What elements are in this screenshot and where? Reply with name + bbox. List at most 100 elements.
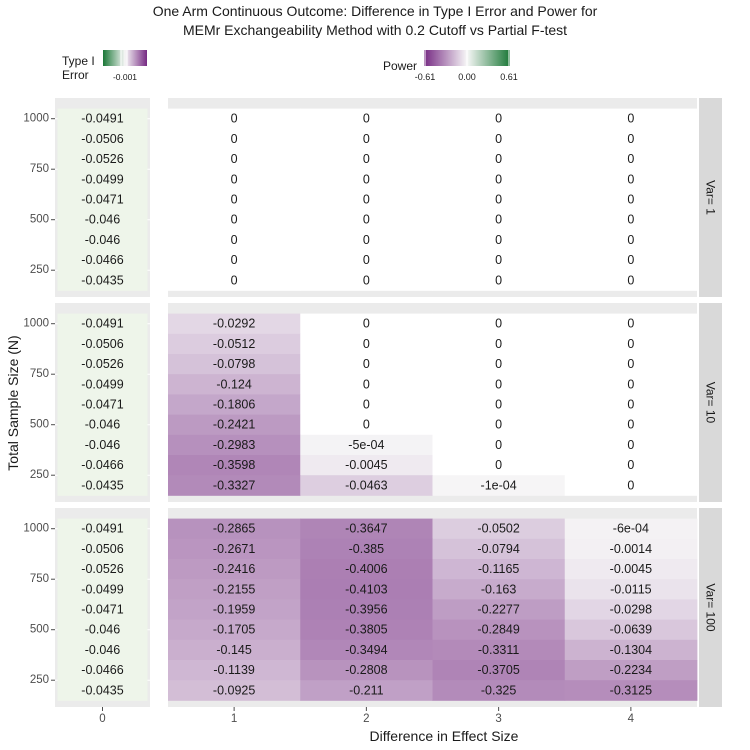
power-label: 0: [231, 132, 238, 146]
power-label: -6e-04: [613, 522, 649, 536]
power-label: -0.3311: [478, 643, 520, 657]
facet-strip-label-3: Var= 100: [704, 583, 718, 631]
power-cell: [564, 599, 698, 620]
power-label: -0.0115: [610, 582, 652, 596]
type1-label: -0.046: [85, 213, 120, 227]
power-cell: [564, 455, 698, 476]
power-label: 0: [627, 233, 634, 247]
power-cell: [432, 149, 566, 170]
type1-label: -0.0526: [81, 562, 123, 576]
power-label: -0.0502: [477, 522, 519, 536]
type1-cell: [57, 333, 148, 355]
power-cell: [300, 599, 433, 620]
type1-cell: [57, 579, 148, 600]
chart-title-line-1: One Arm Continuous Outcome: Difference i…: [152, 3, 598, 19]
power-cell: [564, 313, 698, 335]
power-label: -0.3494: [345, 643, 387, 657]
power-label: -0.0798: [213, 357, 255, 371]
type1-cell: [57, 108, 148, 130]
power-label: 0: [495, 438, 502, 452]
power-label: 0: [363, 233, 370, 247]
facet-strip-bg-2: [699, 303, 722, 502]
power-label: -0.1705: [213, 623, 255, 637]
power-label: 0: [627, 213, 634, 227]
power-cell: [564, 639, 698, 661]
power-label: 0: [627, 418, 634, 432]
type1-label: -0.0506: [81, 542, 123, 556]
power-label: -0.2983: [213, 438, 255, 452]
type1-label: -0.0466: [81, 663, 123, 677]
power-label: 0: [627, 478, 634, 492]
power-cell: [168, 538, 301, 560]
power-cell: [432, 639, 566, 661]
power-label: -0.0925: [213, 683, 255, 697]
power-cell: [300, 559, 433, 580]
power-label: -0.3647: [345, 522, 387, 536]
y-tick-label: 250: [30, 674, 49, 686]
power-label: 0: [231, 233, 238, 247]
power-label: -5e-04: [348, 438, 384, 452]
type1-label: -0.0499: [81, 172, 123, 186]
legend-type1-colorbar: [103, 50, 147, 66]
power-cell: [168, 394, 301, 415]
power-label: 0: [495, 213, 502, 227]
power-label: -0.3125: [610, 683, 652, 697]
power-label: 0: [627, 357, 634, 371]
type1-cell: [57, 680, 148, 701]
x-tick-label: 0: [99, 713, 105, 725]
power-cell: [564, 414, 698, 436]
facet-strip-label-1: Var= 1: [704, 180, 718, 215]
power-cell: [300, 660, 433, 681]
power-cell: [168, 619, 301, 641]
power-cell: [168, 599, 301, 620]
chart-title-line-2: MEMr Exchangeability Method with 0.2 Cut…: [182, 22, 568, 38]
power-cell: [300, 209, 433, 231]
power-cell: [432, 394, 566, 415]
power-cell: [432, 333, 566, 355]
type1-label: -0.0471: [81, 193, 123, 207]
power-cell: [300, 374, 433, 395]
power-label: 0: [627, 172, 634, 186]
power-label: 0: [231, 273, 238, 287]
legend-power-title: Power: [383, 59, 417, 73]
type1-cell: [57, 434, 148, 456]
y-tick-label: 250: [30, 469, 49, 481]
type1-cell: [57, 475, 148, 496]
power-cell: [300, 313, 433, 335]
power-cell: [432, 169, 566, 190]
power-label: -0.4103: [345, 582, 387, 596]
power-label: -0.0794: [477, 542, 519, 556]
power-cell: [168, 189, 301, 210]
power-label: -0.4006: [345, 562, 387, 576]
power-label: -0.2155: [213, 582, 255, 596]
y-tick-label: 750: [30, 368, 49, 380]
type1-cell: [57, 209, 148, 231]
power-label: 0: [363, 193, 370, 207]
power-label: 0: [363, 253, 370, 267]
power-cell: [168, 229, 301, 251]
power-cell: [300, 518, 433, 540]
power-cell: [168, 354, 301, 375]
type1-label: -0.046: [85, 643, 120, 657]
power-label: -0.2421: [213, 418, 255, 432]
power-cell: [300, 394, 433, 415]
power-cell: [168, 209, 301, 231]
type1-label: -0.0491: [81, 522, 123, 536]
power-label: -0.1304: [610, 643, 652, 657]
power-cell: [300, 108, 433, 130]
power-label: 0: [363, 273, 370, 287]
power-label: -0.0463: [345, 478, 387, 492]
power-label: -0.211: [349, 683, 384, 697]
power-cell: [300, 639, 433, 661]
type1-cell: [57, 559, 148, 580]
power-cell: [168, 169, 301, 190]
power-cell: [168, 250, 301, 271]
power-cell: [168, 559, 301, 580]
power-label: 0: [495, 112, 502, 126]
power-label: -0.0045: [345, 458, 387, 472]
power-cell: [168, 579, 301, 600]
power-label: 0: [495, 172, 502, 186]
power-cell: [300, 128, 433, 150]
power-label: -0.1139: [213, 663, 255, 677]
power-label: -0.2865: [213, 522, 255, 536]
